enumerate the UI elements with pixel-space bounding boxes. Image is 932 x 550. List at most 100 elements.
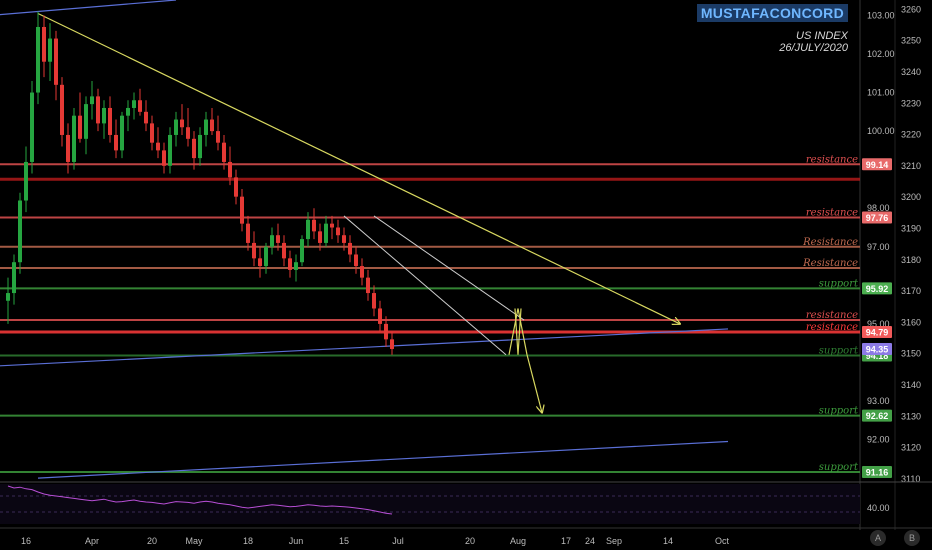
symbol-name: US INDEX [796, 30, 848, 42]
level-label: Resistance [802, 258, 858, 269]
time-tick-label: 18 [243, 536, 253, 546]
candle-body [96, 96, 100, 124]
time-tick-label: Apr [85, 536, 99, 546]
candle-body [24, 161, 28, 201]
candle-body [378, 308, 382, 324]
price-tick-label: 102.00 [867, 49, 895, 59]
candle-body [186, 127, 190, 139]
candle-body [330, 223, 334, 228]
candle-body [78, 115, 82, 139]
time-tick-label: 14 [663, 536, 673, 546]
candle-body [102, 107, 106, 124]
level-label: Resistance [802, 237, 858, 248]
secondary-tick-label: 3120 [901, 443, 921, 453]
candle-body [258, 258, 262, 267]
candle-body [114, 134, 118, 151]
candle-body [42, 26, 46, 62]
candle-body [240, 196, 244, 224]
candle-body [6, 293, 10, 301]
candle-body [384, 323, 388, 340]
time-tick-label: 20 [465, 536, 475, 546]
candle-body [312, 219, 316, 232]
current-price-tag-text: 94.35 [866, 344, 889, 354]
candle-body [60, 84, 64, 135]
author-brand-label: MUSTAFACONCORD [696, 4, 848, 22]
price-tick-label: 93.00 [867, 396, 890, 406]
oscillator-tick-label: 40.00 [867, 503, 890, 513]
candle-body [72, 115, 76, 162]
level-price-tag [862, 158, 892, 171]
candle-body [144, 111, 148, 124]
candle-body [276, 235, 280, 243]
candle-body [228, 161, 232, 178]
level-label: resistance [806, 154, 858, 165]
channel-line [343, 215, 507, 356]
level-price-tag-text: 91.16 [866, 467, 889, 477]
candle-body [174, 119, 178, 135]
chart-date: 26/JULY/2020 [779, 42, 848, 54]
candle-body [30, 92, 34, 162]
candle-body [120, 115, 124, 151]
candle-body [354, 254, 358, 267]
candle-body [198, 134, 202, 159]
oscillator-line [7, 485, 393, 515]
candle-body [306, 219, 310, 240]
candle-body [156, 142, 160, 151]
candle-body [342, 235, 346, 243]
price-tick-label: 101.00 [867, 88, 895, 98]
auto-scale-button[interactable]: A [870, 530, 886, 546]
level-label: support [819, 462, 859, 473]
candle-body [108, 107, 112, 135]
secondary-tick-label: 3130 [901, 411, 921, 421]
candle-body [90, 96, 94, 105]
candle-body [210, 119, 214, 132]
secondary-tick-label: 3170 [901, 286, 921, 296]
candle-body [48, 38, 52, 62]
candle-body [372, 293, 376, 309]
projection-path [526, 354, 542, 413]
time-tick-label: 15 [339, 536, 349, 546]
log-scale-button[interactable]: B [904, 530, 920, 546]
level-price-tag [862, 211, 892, 224]
candle-body [294, 262, 298, 270]
candle-body [288, 258, 292, 270]
secondary-tick-label: 3220 [901, 130, 921, 140]
candle-body [204, 119, 208, 135]
secondary-tick-label: 3190 [901, 223, 921, 233]
candle-body [12, 262, 16, 294]
price-tick-label: 92.00 [867, 435, 890, 445]
price-tick-label: 103.00 [867, 10, 895, 20]
candle-body [390, 339, 394, 349]
level-label: support [819, 346, 859, 357]
candle-body [84, 104, 88, 139]
time-tick-label: 17 [561, 536, 571, 546]
secondary-tick-label: 3180 [901, 255, 921, 265]
secondary-tick-label: 3200 [901, 192, 921, 202]
candle-body [246, 223, 250, 243]
price-tick-label: 97.00 [867, 242, 890, 252]
level-price-tag-text: 94.18 [866, 351, 889, 361]
trendline [37, 12, 680, 323]
level-label: support [819, 278, 859, 289]
candle-body [234, 177, 238, 197]
candle-body [252, 242, 256, 259]
time-tick-label: Jul [392, 536, 404, 546]
secondary-tick-label: 3250 [901, 36, 921, 46]
candle-body [126, 107, 130, 116]
candle-body [180, 119, 184, 128]
level-price-tag-text: 99.14 [866, 160, 889, 170]
symbol-info: US INDEX 26/JULY/2020 [779, 30, 848, 54]
trendline [0, 0, 177, 16]
candle-body [318, 231, 322, 243]
candle-body [150, 123, 154, 143]
secondary-tick-label: 3150 [901, 349, 921, 359]
level-price-tag [862, 409, 892, 422]
level-price-tag [862, 282, 892, 295]
candle-body [300, 239, 304, 263]
level-price-tag-text: 97.76 [866, 213, 889, 223]
candle-body [216, 131, 220, 143]
secondary-tick-label: 3140 [901, 380, 921, 390]
candle-body [282, 242, 286, 259]
level-label: resistance [806, 207, 858, 218]
